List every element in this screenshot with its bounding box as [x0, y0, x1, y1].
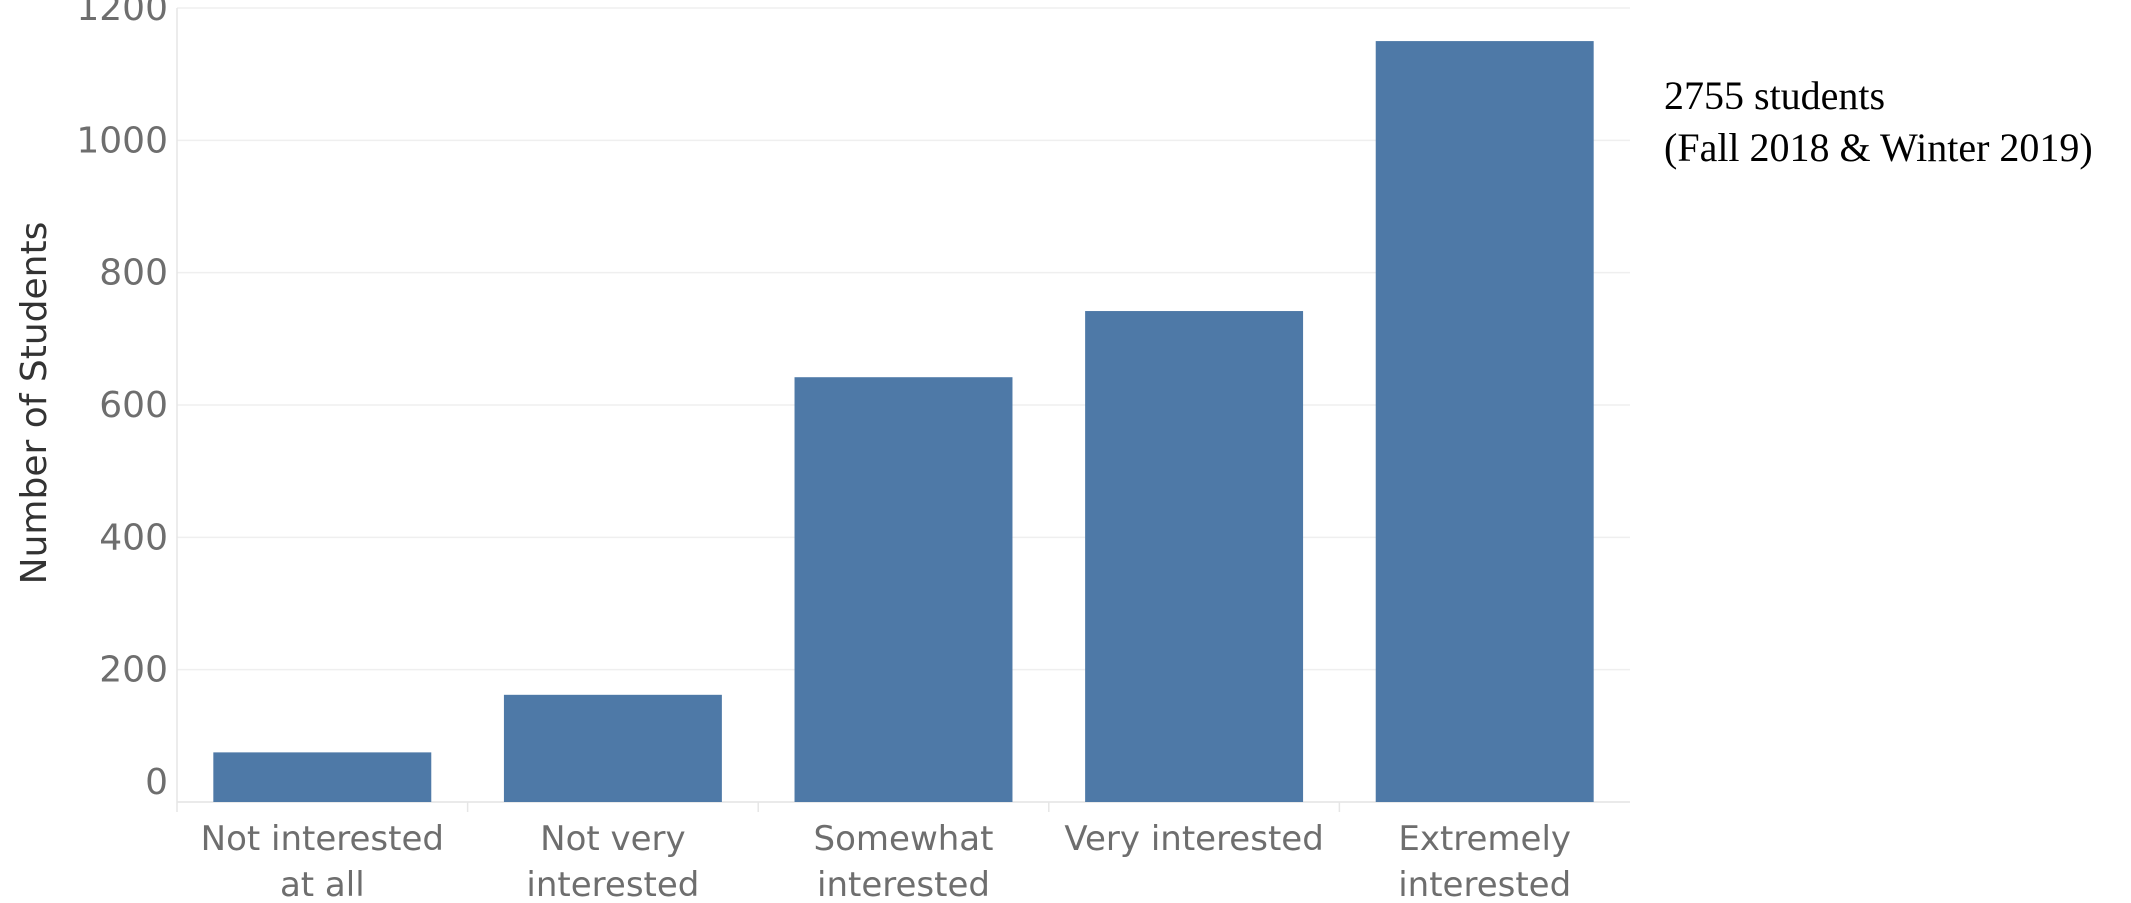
bar — [794, 377, 1013, 802]
x-tick-label: Not interested at all — [201, 819, 444, 903]
y-axis-ticks: 0 200 400 600 800 1000 1200 — [76, 0, 168, 803]
y-tick-label: 600 — [99, 385, 168, 426]
x-tick-label: Somewhat interested — [814, 819, 994, 903]
x-tick-label: Very interested — [1064, 819, 1323, 859]
bar — [503, 694, 722, 802]
y-tick-label: 800 — [99, 253, 168, 294]
y-tick-label: 1000 — [76, 120, 168, 161]
bars — [213, 41, 1594, 803]
y-tick-label: 0 — [145, 762, 168, 803]
sample-size-annotation: 2755 students (Fall 2018 & Winter 2019) — [1664, 70, 2093, 174]
y-tick-label: 200 — [99, 650, 168, 691]
annotation-line-1: 2755 students — [1664, 73, 1886, 118]
x-tick-label: Extremely interested — [1398, 819, 1571, 903]
y-axis-label: Number of Students — [14, 222, 55, 585]
bar — [1375, 41, 1594, 803]
bar — [1085, 311, 1304, 802]
bar — [213, 752, 432, 802]
y-tick-label: 400 — [99, 517, 168, 558]
x-tick-label: Not very interested — [526, 819, 699, 903]
y-tick-label: 1200 — [76, 0, 168, 29]
annotation-line-2: (Fall 2018 & Winter 2019) — [1664, 125, 2093, 170]
x-axis-labels: Not interested at all Not very interested So… — [201, 819, 1572, 903]
